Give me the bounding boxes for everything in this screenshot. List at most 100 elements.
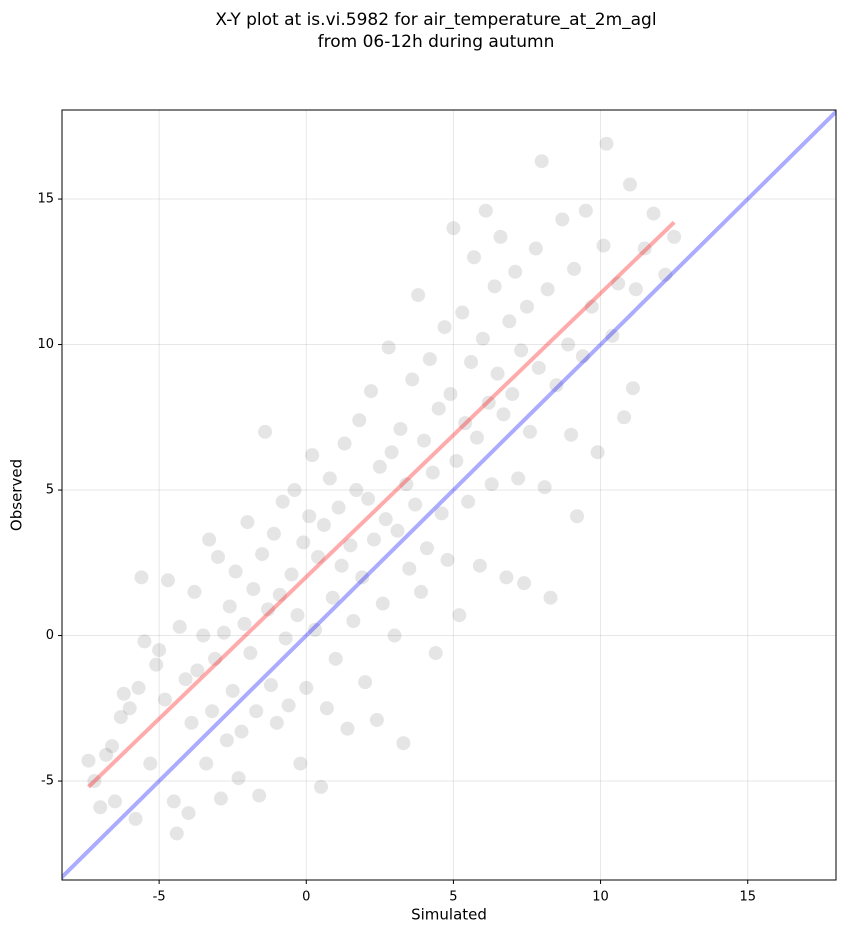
- point: [375, 596, 390, 611]
- point: [287, 483, 302, 498]
- point: [567, 261, 582, 276]
- point: [246, 581, 261, 596]
- point: [452, 608, 467, 623]
- point: [416, 433, 431, 448]
- grid: [62, 110, 836, 880]
- point: [346, 614, 361, 629]
- x-tick-label: 15: [739, 890, 756, 905]
- point: [196, 628, 211, 643]
- point: [187, 584, 202, 599]
- point: [440, 552, 455, 567]
- point: [337, 436, 352, 451]
- point: [464, 355, 479, 370]
- point: [622, 177, 637, 192]
- point: [390, 523, 405, 538]
- point: [658, 267, 673, 282]
- point: [537, 480, 552, 495]
- point: [261, 602, 276, 617]
- point: [263, 678, 278, 693]
- point: [431, 401, 446, 416]
- point: [369, 712, 384, 727]
- point: [446, 221, 461, 236]
- point: [296, 535, 311, 550]
- point: [578, 203, 593, 218]
- point: [493, 229, 508, 244]
- point: [116, 686, 131, 701]
- point: [349, 483, 364, 498]
- plot-area: [62, 110, 836, 880]
- point: [316, 517, 331, 532]
- x-tick-label: -5: [153, 890, 166, 905]
- point: [511, 471, 526, 486]
- point: [667, 229, 682, 244]
- point: [384, 445, 399, 460]
- point: [458, 416, 473, 431]
- point: [437, 320, 452, 335]
- point: [411, 288, 426, 303]
- point: [343, 538, 358, 553]
- point: [372, 459, 387, 474]
- point: [278, 631, 293, 646]
- point: [266, 526, 281, 541]
- point: [222, 599, 237, 614]
- point: [172, 619, 187, 634]
- point: [490, 366, 505, 381]
- point: [158, 692, 173, 707]
- point: [93, 800, 108, 815]
- point: [299, 680, 314, 695]
- point: [340, 721, 355, 736]
- point: [625, 381, 640, 396]
- point: [467, 250, 482, 265]
- point: [484, 477, 499, 492]
- point: [472, 558, 487, 573]
- point: [543, 590, 558, 605]
- point: [105, 739, 120, 754]
- point: [508, 264, 523, 279]
- point: [408, 497, 423, 512]
- point: [496, 407, 511, 422]
- point: [378, 512, 393, 527]
- point: [210, 549, 225, 564]
- point: [202, 532, 217, 547]
- point: [425, 465, 440, 480]
- point: [234, 724, 249, 739]
- point: [428, 646, 443, 661]
- point: [366, 532, 381, 547]
- point: [517, 576, 532, 591]
- plot-frame: [61, 109, 837, 881]
- point: [505, 387, 520, 402]
- point: [419, 541, 434, 556]
- x-tick-label: 10: [592, 890, 609, 905]
- point: [364, 384, 379, 399]
- point: [113, 710, 128, 725]
- point: [152, 643, 167, 658]
- point: [570, 509, 585, 524]
- fit-line: [87, 220, 676, 789]
- point: [243, 646, 258, 661]
- point: [128, 811, 143, 826]
- point: [313, 779, 328, 794]
- point: [487, 279, 502, 294]
- point: [275, 494, 290, 509]
- point: [584, 299, 599, 314]
- point: [499, 570, 514, 585]
- point: [396, 736, 411, 751]
- point: [272, 587, 287, 602]
- point: [228, 564, 243, 579]
- point: [549, 378, 564, 393]
- point: [178, 672, 193, 687]
- point: [107, 794, 122, 809]
- point: [599, 136, 614, 151]
- point: [237, 616, 252, 631]
- point: [381, 340, 396, 355]
- point: [387, 628, 402, 643]
- point: [252, 788, 267, 803]
- y-tick-label: 15: [37, 192, 54, 207]
- point: [216, 625, 231, 640]
- y-tick-label: 5: [46, 483, 54, 498]
- point: [258, 424, 273, 439]
- point: [596, 238, 611, 253]
- point: [122, 701, 137, 716]
- point: [305, 448, 320, 463]
